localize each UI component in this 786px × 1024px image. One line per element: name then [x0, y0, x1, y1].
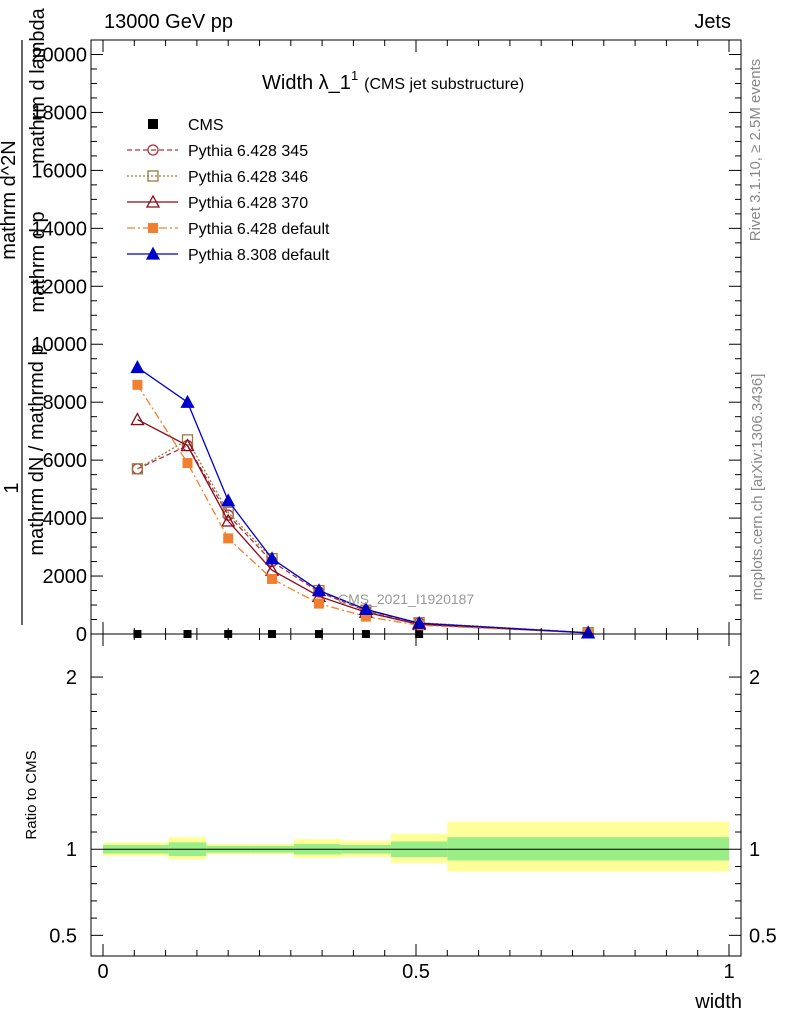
- series-point-5: [581, 625, 596, 639]
- series-point-5: [180, 394, 195, 408]
- y-label-denominator: mathrm dN / mathrmd p: [26, 344, 48, 555]
- legend-marker-1: [147, 144, 159, 156]
- watermark-label: CMS_2021_I1920187: [338, 591, 474, 607]
- y-axis-label: 1 mathrm dN / mathrmd p mathrm d^2N math…: [0, 7, 49, 625]
- ratio-tick-label-right: 0.5: [749, 925, 777, 947]
- y-tick-label: 20000: [31, 44, 87, 66]
- legend-marker-2: [147, 170, 159, 182]
- y-label-inner-numerator: mathrm d^2N: [0, 140, 20, 259]
- series-point-4: [223, 533, 234, 544]
- series-point-2: [181, 434, 194, 446]
- series-line-3: [137, 419, 589, 634]
- series-point-4: [360, 611, 371, 622]
- x-tick-label: 0: [97, 961, 108, 983]
- plot-title-main: Width λ_1: [262, 72, 351, 94]
- legend: CMS Pythia 6.428 345 Pythia 6.428 346 Pythi…: [127, 117, 330, 264]
- y-tick-label: 10000: [31, 334, 87, 356]
- y-tick-label: 8000: [43, 392, 88, 414]
- legend-marker-3: [145, 194, 161, 208]
- series-point-5: [130, 360, 145, 374]
- series-point-5: [358, 602, 374, 616]
- y-tick-label: 16000: [31, 160, 87, 182]
- legend-marker-5: [145, 246, 161, 260]
- header-left: 13000 GeV pp: [104, 11, 233, 33]
- mcplots-label: mcplots.cern.ch [arXiv:1306.3436]: [749, 374, 766, 601]
- series-point-4: [313, 598, 324, 609]
- series-point-5: [221, 493, 236, 507]
- y-tick-label: 12000: [31, 276, 87, 298]
- ratio-y-label: Ratio to CMS: [23, 750, 40, 839]
- x-axis-label: width: [694, 991, 742, 1013]
- plot-title-paren: (CMS jet substructure): [364, 76, 524, 93]
- x-tick-label: 1: [723, 961, 734, 983]
- y-tick-label: 0: [76, 624, 87, 646]
- series-point-5: [264, 551, 280, 565]
- rivet-version-label: Rivet 3.1.10, ≥ 2.5M events: [747, 59, 764, 242]
- series-point-3: [221, 513, 236, 527]
- x-tick-label: 0.5: [402, 961, 430, 983]
- ratio-tick-label-left: 2: [66, 667, 77, 689]
- series-point-4: [132, 379, 143, 390]
- y-tick-label: 2000: [43, 566, 88, 588]
- legend-label-1: Pythia 6.428 345: [188, 143, 308, 160]
- ratio-plot-frame: [90, 633, 742, 957]
- legend-marker-0: [148, 119, 158, 129]
- series-line-5: [137, 366, 589, 634]
- y-tick-label: 14000: [31, 218, 87, 240]
- ratio-plot-panel: 0 0.5 1 0.5 0.5 1 1 2 2: [49, 633, 777, 983]
- main-plot-panel: 0 2000 4000 6000 8000 10000 12000 14000 16000 180…: [31, 39, 742, 646]
- plot-title-sup: 1: [351, 68, 358, 83]
- series-point-3: [130, 412, 145, 426]
- plot-title: Width λ_11 (CMS jet substructure): [262, 68, 524, 94]
- legend-label-4: Pythia 6.428 default: [188, 221, 330, 238]
- legend-marker-4: [148, 223, 158, 233]
- y-tick-label: 6000: [43, 450, 88, 472]
- y-label-inner-denominator-a: mathrm d p: [27, 211, 49, 312]
- series-point-4: [182, 458, 193, 469]
- series-point-5: [311, 583, 327, 597]
- ratio-tick-label-left: 0.5: [49, 925, 77, 947]
- ratio-tick-label-right: 1: [749, 839, 760, 861]
- y-label-inner-denominator-b: mathrm d lambda: [27, 7, 49, 163]
- header-right: Jets: [694, 11, 731, 33]
- series-point-4: [267, 573, 278, 584]
- series-point-3: [180, 438, 195, 452]
- series-line-4: [136, 384, 589, 634]
- legend-label-2: Pythia 6.428 346: [188, 169, 308, 186]
- y-tick-label: 18000: [31, 102, 87, 124]
- ratio-tick-label-left: 1: [66, 839, 77, 861]
- legend-label-0: CMS: [188, 117, 224, 134]
- ratio-tick-label-right: 2: [749, 667, 760, 689]
- y-label-numerator-one: 1: [1, 482, 23, 493]
- series-point-2: [131, 463, 144, 475]
- legend-label-3: Pythia 6.428 370: [188, 195, 308, 212]
- y-tick-label: 4000: [43, 508, 88, 530]
- legend-label-5: Pythia 8.308 default: [188, 247, 330, 264]
